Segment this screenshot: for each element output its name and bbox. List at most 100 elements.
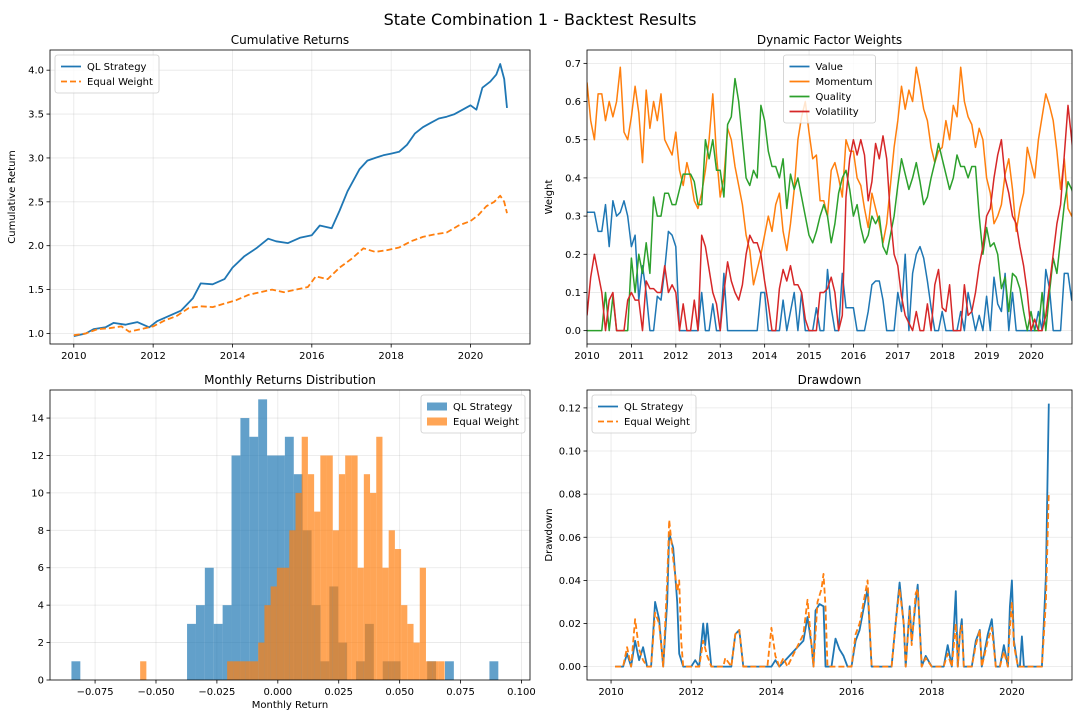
legend-label: QL Strategy: [453, 402, 513, 413]
histogram-bar: [249, 436, 259, 680]
legend-label: Momentum: [816, 77, 873, 88]
y-tick-label: 0.2: [565, 250, 581, 261]
x-tick-label: 2016: [841, 351, 866, 362]
plot-area: [615, 403, 1050, 668]
y-tick-label: 0.4: [565, 173, 581, 184]
legend-label: Volatility: [816, 107, 859, 118]
histogram-bar: [382, 567, 389, 680]
x-tick-label: 2014: [220, 351, 245, 362]
histogram-bar: [357, 567, 364, 680]
x-tick-label: −0.050: [137, 687, 174, 698]
series-line: [615, 403, 1050, 668]
x-tick-label: 0.100: [507, 687, 536, 698]
x-tick-label: 2018: [378, 351, 403, 362]
legend-box: [783, 54, 876, 124]
plot-area: [73, 63, 508, 337]
legend: Value Momentum Quality Volatility: [783, 54, 876, 124]
series-line: [587, 200, 1072, 332]
histogram-bar: [245, 661, 252, 680]
x-tick-label: 2012: [663, 351, 688, 362]
histogram-bar: [419, 567, 426, 680]
histogram-bar: [222, 605, 232, 680]
panel-title: Dynamic Factor Weights: [757, 33, 902, 47]
histogram-bar: [239, 661, 246, 680]
histogram-bar: [326, 455, 333, 680]
y-tick-label: 0.04: [559, 576, 581, 587]
x-tick-label: 2017: [885, 351, 910, 362]
y-tick-label: 0.12: [559, 403, 581, 414]
x-tick-label: 0.025: [324, 687, 353, 698]
axes-frame: [586, 49, 1073, 345]
histogram-bar: [233, 661, 240, 680]
histogram-bar: [338, 474, 346, 680]
histogram-bar: [345, 455, 352, 680]
gridlines: [50, 50, 530, 344]
histogram-bar: [267, 455, 276, 680]
x-tick-label: 2013: [708, 351, 733, 362]
y-tick-label: 3.5: [28, 110, 44, 121]
legend-box: [54, 54, 160, 94]
histogram-bar: [195, 605, 205, 680]
x-tick-label: 0.075: [446, 687, 475, 698]
histogram-bar: [251, 661, 259, 680]
y-tick-label: 0.7: [565, 59, 581, 70]
histogram-bar: [432, 661, 439, 680]
y-tick-label: 0.5: [565, 135, 581, 146]
histogram-bar: [258, 399, 268, 680]
x-tick-label: 2010: [598, 687, 623, 698]
legend-swatch: [427, 417, 447, 426]
legend-box: [591, 394, 697, 434]
y-tick-label: 0.6: [565, 97, 581, 108]
legend-label: Equal Weight: [453, 417, 519, 428]
x-tick-label: 2012: [678, 687, 703, 698]
histogram-bar: [351, 455, 358, 680]
series-line: [587, 66, 1072, 286]
y-tick-label: 0.0: [565, 326, 581, 337]
y-tick-label: 8: [38, 526, 44, 537]
x-tick-label: 2020: [458, 351, 483, 362]
histogram-bar: [413, 642, 420, 680]
histogram-bar: [204, 567, 214, 680]
legend-label: Value: [816, 62, 843, 73]
histogram-bar: [140, 661, 147, 680]
y-axis-label: Drawdown: [544, 508, 555, 561]
series-line: [587, 104, 1072, 332]
panel-cumulative-returns: Cumulative Returns 2010 2012 2014 2016 2018 20…: [7, 33, 531, 362]
x-axis-label: Monthly Return: [252, 700, 328, 711]
y-tick-label: 0.00: [559, 662, 581, 673]
legend-label: QL Strategy: [87, 62, 147, 73]
x-tick-label: 2018: [930, 351, 955, 362]
histogram-bar: [394, 549, 402, 680]
legend-label: Equal Weight: [624, 417, 690, 428]
histogram-bar: [332, 530, 339, 680]
histogram-bar: [320, 455, 327, 680]
panel-title: Drawdown: [798, 373, 862, 387]
x-tick-label: 2019: [974, 351, 999, 362]
x-tick-label: 2016: [839, 687, 864, 698]
y-tick-label: 2: [38, 638, 44, 649]
histogram-bar: [295, 492, 302, 680]
histogram-bar: [276, 567, 284, 680]
histogram-bar: [289, 530, 296, 680]
y-tick-label: 0: [38, 676, 44, 687]
x-tick-label: −0.075: [77, 687, 114, 698]
y-tick-label: 0.10: [559, 447, 581, 458]
histogram-bar: [407, 623, 414, 680]
histogram-bar: [363, 474, 371, 680]
x-tick-label: 2020: [999, 687, 1024, 698]
x-tick-label: 2020: [1018, 351, 1043, 362]
legend-swatch: [427, 402, 447, 411]
histogram-bar: [307, 474, 315, 680]
histogram-bar: [187, 623, 196, 680]
x-tick-label: 2018: [919, 687, 944, 698]
y-tick-label: 10: [31, 488, 44, 499]
y-tick-label: 2.0: [28, 241, 44, 252]
series-line: [73, 63, 508, 337]
series-line: [615, 491, 1050, 668]
y-tick-label: 4: [38, 601, 44, 612]
histogram-bar: [444, 661, 454, 680]
x-tick-label: 2010: [574, 351, 599, 362]
series-line: [73, 194, 508, 337]
legend: QL Strategy Equal Weight: [420, 394, 526, 434]
x-tick-label: 2015: [796, 351, 821, 362]
